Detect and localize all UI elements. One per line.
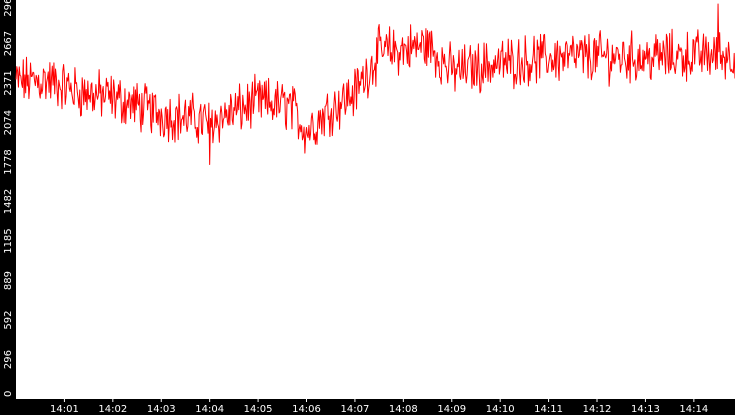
x-tick-label: 14:13 xyxy=(631,404,660,415)
y-axis-ticks: 0 296 592 889 1185 1482 1778 2074 2371 2667 2964 xyxy=(3,0,14,397)
y-tick-label: 2667 xyxy=(3,31,14,56)
x-tick-label: 14:07 xyxy=(341,404,370,415)
y-tick-label: 0 xyxy=(3,391,14,397)
series-line xyxy=(15,3,735,165)
x-tick-label: 14:03 xyxy=(147,404,176,415)
x-tick-label: 14:02 xyxy=(98,404,127,415)
x-axis-ticks: 14:01 14:02 14:03 14:04 14:05 14:06 14:07 14:08… xyxy=(50,399,708,415)
y-tick-label: 1778 xyxy=(3,149,14,174)
y-tick-label: 889 xyxy=(3,271,14,290)
y-tick-label: 2371 xyxy=(3,70,14,95)
y-tick-label: 1185 xyxy=(3,228,14,253)
y-tick-label: 592 xyxy=(3,311,14,330)
y-tick-label: 2964 xyxy=(3,0,14,17)
y-tick-label: 2074 xyxy=(3,110,14,135)
x-tick-label: 14:09 xyxy=(437,404,466,415)
x-tick-label: 14:04 xyxy=(195,404,224,415)
x-axis-band xyxy=(0,399,735,415)
x-tick-label: 14:12 xyxy=(583,404,612,415)
x-tick-label: 14:01 xyxy=(50,404,79,415)
x-tick-label: 14:10 xyxy=(486,404,515,415)
x-tick-label: 14:05 xyxy=(244,404,273,415)
y-tick-label: 1482 xyxy=(3,189,14,214)
x-tick-label: 14:08 xyxy=(389,404,418,415)
x-tick-label: 14:06 xyxy=(292,404,321,415)
y-tick-label: 296 xyxy=(3,350,14,369)
x-tick-label: 14:14 xyxy=(679,404,708,415)
y-axis-band xyxy=(0,0,16,415)
x-tick-label: 14:11 xyxy=(534,404,563,415)
